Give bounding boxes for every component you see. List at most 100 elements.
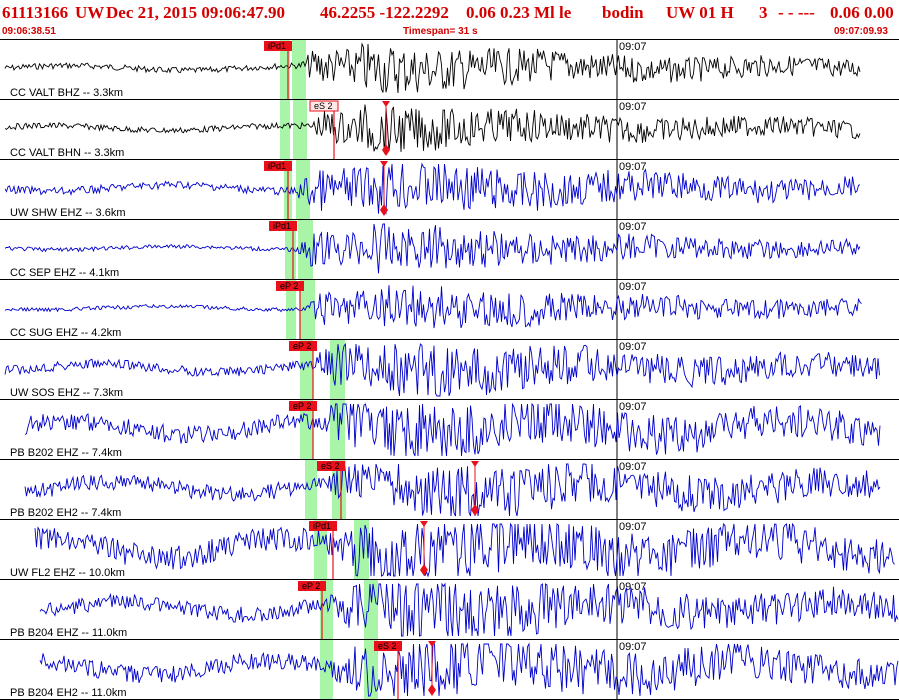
p-window-highlight: [300, 400, 313, 460]
pick-label: eP 2: [280, 281, 298, 291]
station-label: UW FL2 EHZ -- 10.0km: [10, 567, 125, 579]
event-version: UW 01 H: [666, 3, 734, 22]
station-label: UW SHW EHZ -- 3.6km: [10, 207, 126, 219]
trace-row[interactable]: 09:07 iPd1 UW FL2 EHZ -- 10.0km: [0, 520, 899, 580]
waveform-panel[interactable]: 09:07 iPd1 CC VALT BHZ -- 3.3km 09:07 eS 2 CC…: [0, 40, 899, 700]
p-window-highlight: [305, 460, 317, 520]
seismogram-trace: [39, 582, 899, 637]
pick-label-box[interactable]: [317, 461, 345, 471]
pick-label-box[interactable]: [264, 41, 292, 51]
pick-label-box[interactable]: [264, 161, 292, 171]
s-marker-triangle-icon[interactable]: [471, 461, 479, 467]
p-window-highlight: [280, 40, 290, 100]
station-label: PB B202 EH2 -- 7.4km: [10, 507, 121, 519]
minute-tick-label: 09:07: [619, 521, 647, 533]
pick-label: iPd1: [313, 521, 331, 531]
event-summary-line: 61113166 UW Dec 21, 2015 09:06:47.90 46.…: [2, 3, 899, 25]
pick-label: eP 2: [293, 401, 311, 411]
trace-row[interactable]: 09:07 eP 2 UW SOS EHZ -- 7.3km: [0, 340, 899, 400]
event-id: 61113166: [2, 3, 69, 22]
p-window-highlight: [286, 280, 296, 340]
pick-label-box[interactable]: [276, 281, 304, 291]
event-datetime: Dec 21, 2015 09:06:47.90: [106, 3, 285, 22]
trace-row[interactable]: 09:07 iPd1 CC SEP EHZ -- 4.1km: [0, 220, 899, 280]
s-marker-diamond-icon[interactable]: [380, 204, 388, 216]
pick-label: iPd1: [273, 221, 291, 231]
trace-row[interactable]: 09:07 eS 2 PB B204 EH2 -- 11.0km: [0, 640, 899, 700]
p-window-highlight: [314, 520, 327, 580]
pick-label: eP 2: [293, 341, 311, 351]
trace-row[interactable]: 09:07 eP 2 PB B204 EHZ -- 11.0km: [0, 580, 899, 640]
station-label: PB B204 EH2 -- 11.0km: [10, 687, 127, 699]
s-marker-diamond-icon[interactable]: [420, 564, 428, 576]
seismogram-trace: [39, 642, 899, 697]
pick-label-box[interactable]: [309, 100, 339, 112]
pick-label-box[interactable]: [289, 341, 317, 351]
seismogram-trace: [4, 104, 861, 154]
trace-row[interactable]: 09:07 eS 2 CC VALT BHN -- 3.3km: [0, 100, 899, 160]
pick-label-box[interactable]: [298, 581, 326, 591]
event-quality: 3: [759, 3, 768, 22]
pick-label: eS 2: [321, 461, 340, 471]
minute-tick-label: 09:07: [619, 101, 647, 113]
seismogram-trace: [24, 463, 881, 517]
minute-tick-label: 09:07: [619, 281, 647, 293]
trace-row[interactable]: 09:07 eP 2 CC SUG EHZ -- 4.2km: [0, 280, 899, 340]
seismogram-trace: [34, 522, 895, 578]
minute-tick-label: 09:07: [619, 161, 647, 173]
s-marker-triangle-icon[interactable]: [420, 521, 428, 527]
start-time: 09:06:38.51: [2, 26, 56, 37]
event-location: 46.2255 -122.2292: [320, 3, 449, 22]
waveform-canvas[interactable]: 09:07 iPd1 CC VALT BHZ -- 3.3km 09:07 eS 2 CC…: [0, 40, 899, 700]
pick-label-box[interactable]: [309, 521, 337, 531]
s-marker-triangle-icon[interactable]: [428, 641, 436, 647]
s-window-highlight: [330, 400, 345, 460]
station-label: CC VALT BHZ -- 3.3km: [10, 87, 123, 99]
station-label: PB B202 EHZ -- 7.4km: [10, 447, 122, 459]
pick-label: iPd1: [268, 41, 286, 51]
pick-label-box[interactable]: [269, 221, 297, 231]
s-window-highlight: [354, 520, 369, 580]
s-marker-diamond-icon[interactable]: [471, 504, 479, 516]
minute-tick-label: 09:07: [619, 221, 647, 233]
time-range-bar: 09:06:38.51 Timespan= 31 s 09:07:09.93: [0, 25, 899, 39]
pick-label: eS 2: [314, 101, 333, 111]
trace-row[interactable]: 09:07 eS 2 PB B202 EH2 -- 7.4km: [0, 460, 899, 520]
pick-label: eP 2: [302, 581, 320, 591]
minute-tick-label: 09:07: [619, 461, 647, 473]
pick-label: eS 2: [378, 641, 397, 651]
minute-tick-label: 09:07: [619, 401, 647, 413]
p-window-highlight: [320, 640, 333, 700]
event-header: 61113166 UW Dec 21, 2015 09:06:47.90 46.…: [0, 0, 899, 40]
trace-row[interactable]: 09:07 eP 2 PB B202 EHZ -- 7.4km: [0, 400, 899, 460]
minute-tick-label: 09:07: [619, 41, 647, 53]
event-values: 0.06 0.23 Ml le: [466, 3, 572, 22]
station-label: CC SEP EHZ -- 4.1km: [10, 267, 119, 279]
s-marker-triangle-icon[interactable]: [380, 161, 388, 167]
p-window-highlight: [320, 580, 333, 640]
s-marker-diamond-icon[interactable]: [428, 684, 436, 696]
s-marker-diamond-icon[interactable]: [382, 144, 390, 156]
s-window-highlight: [292, 40, 306, 100]
seismogram-trace: [4, 342, 880, 397]
station-label: PB B204 EHZ -- 11.0km: [10, 627, 127, 639]
p-window-highlight: [280, 100, 290, 160]
seismogram-trace: [4, 223, 861, 274]
pick-label-box[interactable]: [374, 641, 402, 651]
seismogram-trace: [4, 162, 861, 215]
seismogram-trace: [4, 42, 861, 94]
s-window-highlight: [300, 280, 315, 340]
s-window-highlight: [293, 100, 307, 160]
event-magnitude: 0.06 0.00: [830, 3, 894, 22]
s-window-highlight: [296, 160, 310, 220]
s-marker-triangle-icon[interactable]: [382, 101, 390, 107]
event-dashes: - - ---: [778, 3, 815, 22]
pick-label-box[interactable]: [289, 401, 317, 411]
trace-row[interactable]: 09:07 iPd1 UW SHW EHZ -- 3.6km: [0, 160, 899, 220]
p-window-highlight: [300, 340, 313, 400]
seismogram-trace: [4, 285, 862, 329]
minute-tick-label: 09:07: [619, 341, 647, 353]
minute-tick-label: 09:07: [619, 581, 647, 593]
trace-row[interactable]: 09:07 iPd1 CC VALT BHZ -- 3.3km: [0, 40, 899, 100]
station-label: CC VALT BHN -- 3.3km: [10, 147, 124, 159]
